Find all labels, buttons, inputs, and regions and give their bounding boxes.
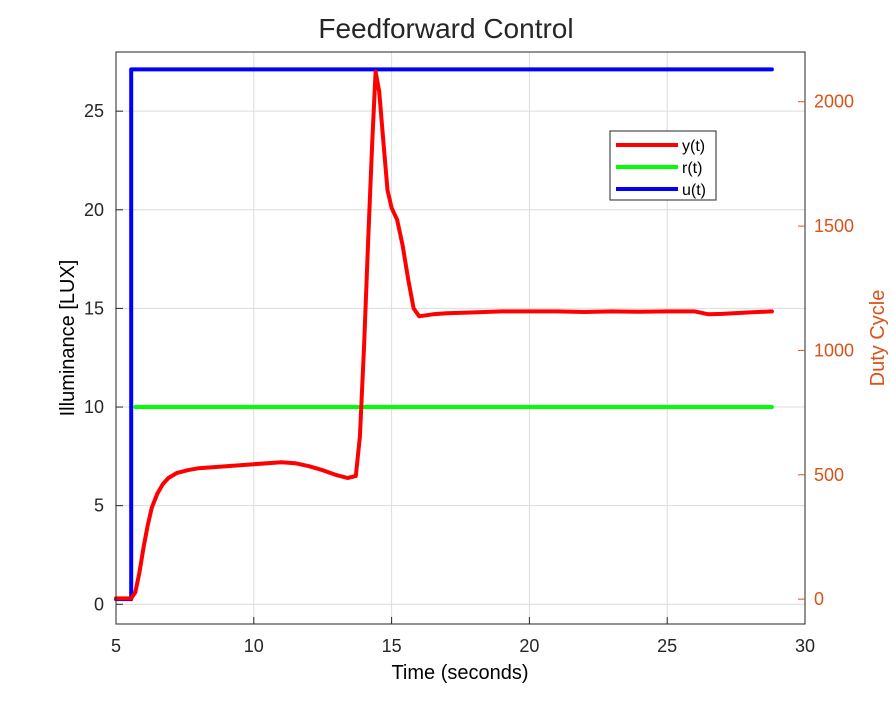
y-right-tick-label: 2000 <box>814 92 854 112</box>
x-tick-label: 25 <box>657 636 677 656</box>
series-layer <box>114 67 774 602</box>
legend-label: r(t) <box>682 160 702 177</box>
y-right-tick-label: 0 <box>814 589 824 609</box>
legend-label: u(t) <box>682 182 706 199</box>
legend-label: y(t) <box>682 138 705 155</box>
series-line-yt <box>114 69 774 601</box>
y-tick-label: 0 <box>94 594 104 614</box>
x-tick-label: 10 <box>244 636 264 656</box>
x-tick-label: 15 <box>382 636 402 656</box>
y-axis-right-label: Duty Cycle <box>867 290 889 387</box>
legend: y(t) r(t) u(t) <box>609 130 717 201</box>
ticks: 5 10 15 20 25 30 0 5 10 15 20 25 0 500 1000 1500 2000 <box>84 92 854 656</box>
x-tick-label: 30 <box>795 636 815 656</box>
y-right-tick-label: 1500 <box>814 216 854 236</box>
x-axis-label: Time (seconds) <box>391 662 528 684</box>
y-tick-label: 15 <box>84 298 104 318</box>
chart-title: Feedforward Control <box>318 13 573 44</box>
x-tick-label: 20 <box>519 636 539 656</box>
y-tick-label: 5 <box>94 496 104 516</box>
plot-frame <box>115 51 806 625</box>
y-right-tick-label: 1000 <box>814 340 854 360</box>
y-tick-label: 10 <box>84 397 104 417</box>
y-axis-label: Illuminance [LUX] <box>57 260 79 417</box>
y-right-tick-label: 500 <box>814 465 844 485</box>
x-tick-label: 5 <box>111 636 121 656</box>
y-tick-label: 25 <box>84 101 104 121</box>
y-tick-label: 20 <box>84 200 104 220</box>
